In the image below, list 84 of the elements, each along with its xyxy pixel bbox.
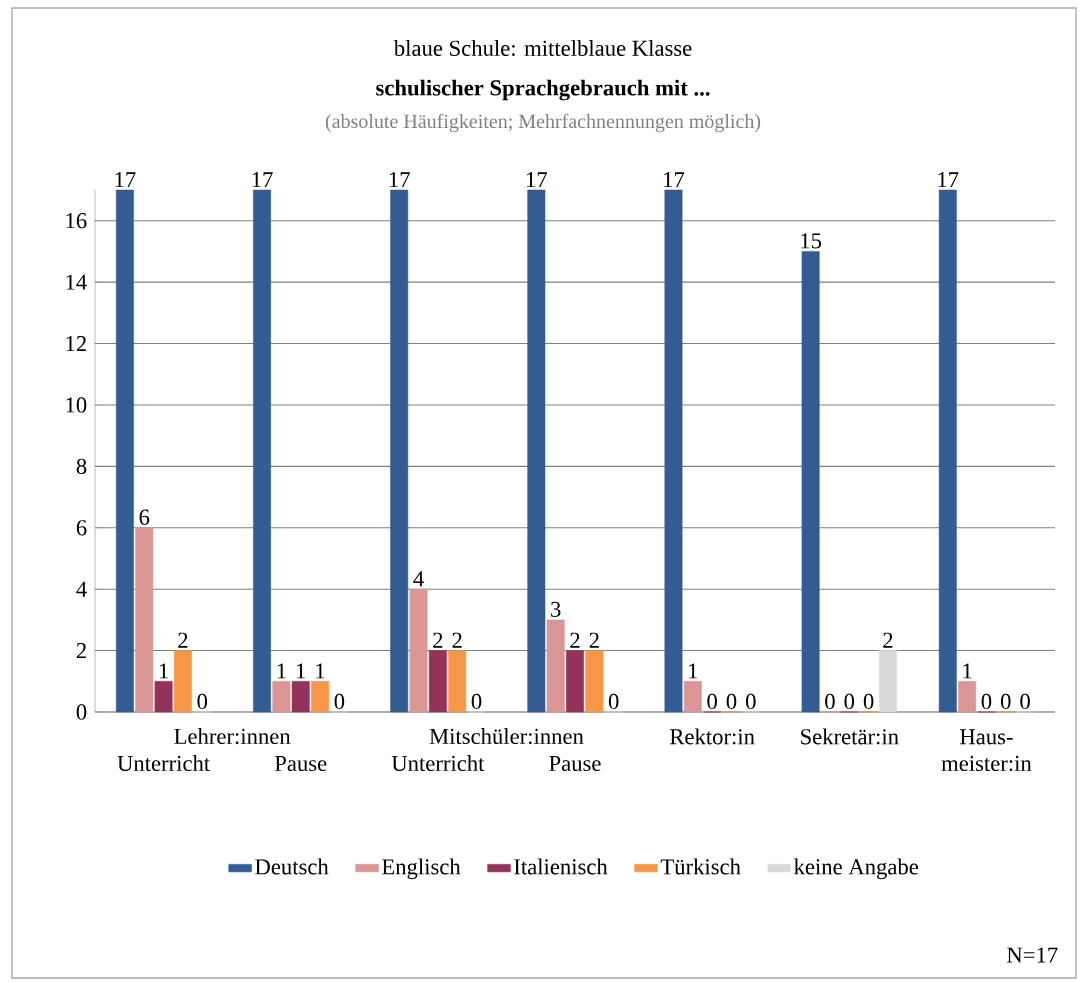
data-label: 17 bbox=[252, 172, 273, 188]
bar bbox=[801, 251, 820, 713]
bar bbox=[958, 681, 977, 713]
data-label: 2 bbox=[883, 632, 893, 648]
data-label: 4 bbox=[413, 571, 424, 587]
bar bbox=[253, 189, 271, 713]
y-tick-label: 4 bbox=[76, 581, 87, 597]
bar bbox=[291, 681, 310, 713]
data-label: 1 bbox=[963, 663, 972, 679]
bar bbox=[664, 189, 683, 713]
x-tick-label: Pause bbox=[274, 756, 327, 772]
data-label: 17 bbox=[664, 172, 685, 188]
text: N=17 bbox=[1007, 947, 1058, 963]
data-label: 2 bbox=[452, 632, 462, 648]
bar bbox=[311, 681, 329, 713]
data-label: 0 bbox=[608, 693, 619, 710]
bar bbox=[683, 681, 702, 713]
bar bbox=[428, 650, 447, 713]
data-label: 1 bbox=[689, 663, 698, 679]
legend-label: keine Angabe bbox=[794, 858, 919, 880]
bar bbox=[879, 650, 897, 713]
bar bbox=[154, 681, 173, 713]
data-label: 1 bbox=[297, 663, 306, 679]
bar bbox=[938, 189, 957, 713]
x-tick-label: Haus-meister:in bbox=[941, 729, 1032, 772]
data-label: 0 bbox=[471, 693, 482, 710]
bar bbox=[585, 650, 604, 713]
bar bbox=[546, 619, 565, 713]
y-tick-label: 12 bbox=[66, 336, 86, 352]
y-tick-label: 14 bbox=[66, 274, 87, 290]
x-tick-label: Unterricht bbox=[117, 755, 211, 772]
data-label: 17 bbox=[938, 172, 959, 188]
y-tick-label: 2 bbox=[76, 643, 86, 659]
y-tick-label: 8 bbox=[76, 458, 87, 475]
bar bbox=[115, 189, 134, 713]
data-label: 0 bbox=[863, 693, 874, 710]
x-tick-label: Sekretär:in bbox=[801, 728, 899, 745]
data-label: 0 bbox=[1000, 693, 1011, 710]
data-label: 1 bbox=[277, 663, 286, 679]
data-label: 2 bbox=[589, 632, 599, 648]
bar bbox=[448, 650, 467, 713]
data-label: 0 bbox=[334, 693, 345, 710]
chart-title: blaue Schule: mittelblaue Klasse bbox=[393, 39, 692, 57]
x-tick-label: Pause bbox=[549, 756, 601, 772]
y-tick-label: 0 bbox=[76, 704, 87, 720]
data-label: 0 bbox=[981, 693, 992, 710]
bar bbox=[390, 189, 409, 713]
data-label: 6 bbox=[139, 509, 150, 525]
y-tick-label: 16 bbox=[66, 213, 87, 229]
data-label: 17 bbox=[526, 172, 548, 188]
text: Mitschüler:innen bbox=[429, 728, 584, 745]
data-label: 0 bbox=[197, 693, 208, 710]
bar bbox=[409, 588, 428, 713]
data-label: 3 bbox=[551, 601, 561, 617]
legend-label: Italienisch bbox=[514, 858, 608, 875]
data-label: 2 bbox=[433, 632, 443, 648]
data-label: 0 bbox=[1020, 693, 1030, 710]
data-label: 1 bbox=[159, 663, 168, 679]
text: (absolute Häufigkeiten; Mehrfachnennungen möglich) bbox=[325, 113, 761, 133]
data-label: 0 bbox=[825, 693, 835, 710]
legend-label: Englisch bbox=[382, 858, 461, 880]
bar bbox=[527, 189, 546, 713]
x-tick-label: Rektor:in bbox=[669, 728, 755, 745]
bar bbox=[272, 681, 291, 713]
data-label: 2 bbox=[178, 632, 188, 648]
data-label: 17 bbox=[389, 172, 410, 188]
y-tick-label: 10 bbox=[66, 397, 87, 413]
x-tick-label: Unterricht bbox=[391, 755, 485, 772]
text: Lehrer:innen bbox=[174, 728, 291, 745]
data-label: 0 bbox=[707, 693, 717, 710]
bar bbox=[173, 650, 192, 713]
data-label: 0 bbox=[844, 693, 855, 710]
data-label: 15 bbox=[801, 233, 822, 249]
data-label: 1 bbox=[316, 663, 325, 679]
y-tick-label: 6 bbox=[76, 520, 87, 536]
data-label: 0 bbox=[726, 693, 737, 710]
legend-label: Türkisch bbox=[660, 858, 741, 875]
data-label: 17 bbox=[115, 172, 136, 188]
legend-label: Deutsch bbox=[255, 858, 329, 875]
bar bbox=[135, 527, 154, 713]
data-label: 0 bbox=[746, 693, 756, 710]
data-label: 2 bbox=[570, 632, 580, 648]
bar bbox=[566, 650, 584, 713]
chart-subtitle: schulischer Sprachgebrauch mit ... bbox=[376, 79, 710, 101]
